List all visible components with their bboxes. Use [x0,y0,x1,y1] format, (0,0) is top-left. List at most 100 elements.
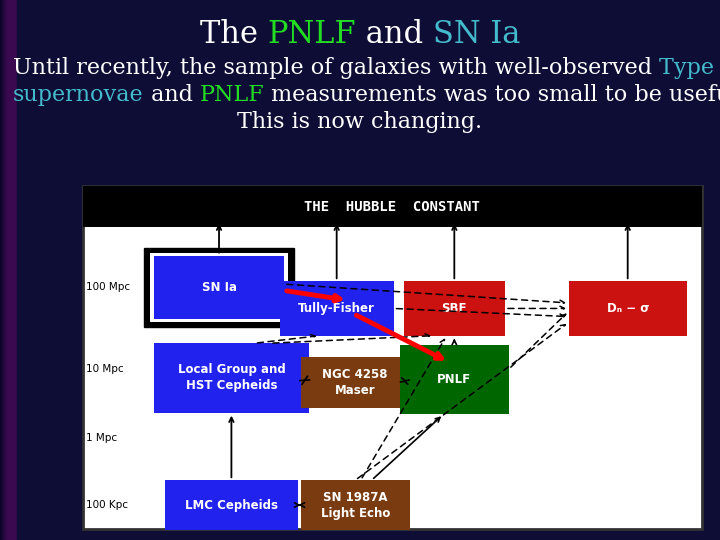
Bar [1,0,9,540]
Bar [6,0,14,540]
Bar [1,0,9,540]
Bar [0,0,8,540]
FancyArrowPatch shape [294,503,305,507]
Bar [6,0,14,540]
Bar [3,0,11,540]
Bar [2,0,10,540]
Bar [1,0,10,540]
Text: and: and [143,84,199,106]
Bar [5,0,13,540]
FancyArrowPatch shape [229,417,233,477]
Text: SN Ia: SN Ia [433,19,521,50]
Bar [2,0,10,540]
Bar [4,0,12,540]
Text: Dₙ − σ: Dₙ − σ [606,302,649,315]
Text: 100 Mpc: 100 Mpc [86,282,130,292]
Bar [4,0,12,540]
FancyArrowPatch shape [273,334,430,343]
Bar [1,0,9,540]
Bar [5,0,13,540]
Bar [4,0,12,540]
Bar [5,0,13,540]
Bar [6,0,14,540]
Bar [4,0,12,540]
Bar [1,0,9,540]
Bar [1,0,9,540]
Bar [4,0,12,540]
FancyArrowPatch shape [287,284,564,305]
FancyArrowPatch shape [362,340,444,478]
Text: 1 Mpc: 1 Mpc [86,434,117,443]
Text: PNLF: PNLF [267,19,356,50]
Bar [6,0,14,540]
Text: Type Ia: Type Ia [660,57,720,79]
Bar [1,0,9,540]
Bar [4,0,12,540]
Text: SN 1987A
Light Echo: SN 1987A Light Echo [320,490,390,519]
Bar [6,0,14,540]
Text: SN Ia: SN Ia [202,281,237,294]
Bar [1,0,9,540]
Bar [4,0,12,540]
Text: and: and [356,19,433,50]
Text: LMC Cepheids: LMC Cepheids [185,498,278,511]
Bar [154,255,284,319]
FancyArrowPatch shape [300,376,310,384]
Bar [3,0,11,540]
Bar [6,0,14,540]
Bar [5,0,13,540]
Bar [5,0,13,540]
Bar [6,0,14,540]
Bar [0,0,8,540]
Bar [0,0,8,540]
Bar [6,0,14,540]
Bar [6,0,14,540]
FancyArrowPatch shape [510,314,566,367]
Bar [2,0,10,540]
FancyArrowPatch shape [257,334,315,343]
Bar [1,0,9,540]
Bar [4,0,12,540]
Bar [5,0,13,540]
Bar [6,0,14,540]
Bar [3,0,11,540]
Bar [165,480,298,530]
Text: NGC 4258
Maser: NGC 4258 Maser [323,368,388,397]
FancyArrowPatch shape [358,325,565,478]
Bar [6,0,14,540]
Bar [4,0,12,540]
Bar [2,0,10,540]
Text: Tully-Fisher: Tully-Fisher [298,302,375,315]
Bar [1,0,9,540]
Bar [4,0,12,540]
Bar [6,0,14,540]
Bar [4,0,12,540]
Bar [5,0,13,540]
FancyArrowPatch shape [626,226,630,279]
Bar [5,0,13,540]
Bar [2,0,10,540]
Text: SBF: SBF [441,302,467,315]
Bar [4,0,12,540]
Bar [7,0,15,540]
FancyArrowPatch shape [335,226,339,279]
Bar [4,0,12,540]
Text: 100 Kpc: 100 Kpc [86,500,128,510]
Bar [3,0,11,540]
Bar [2,0,10,540]
Text: Local Group and
HST Cepheids: Local Group and HST Cepheids [178,363,285,393]
Bar [3,0,11,540]
Bar [2,0,10,540]
Bar [403,281,505,336]
Text: Until recently, the sample of galaxies with well-observed: Until recently, the sample of galaxies w… [13,57,660,79]
Bar [3,0,11,540]
Text: THE  HUBBLE  CONSTANT: THE HUBBLE CONSTANT [305,200,480,213]
Bar [2,0,10,540]
Bar [6,0,14,540]
Bar [1,0,9,540]
Text: measurements was too small to be useful.: measurements was too small to be useful. [264,84,720,106]
Bar [0,0,9,540]
FancyArrowPatch shape [452,226,456,279]
FancyArrowPatch shape [374,417,440,478]
Bar [279,281,394,336]
